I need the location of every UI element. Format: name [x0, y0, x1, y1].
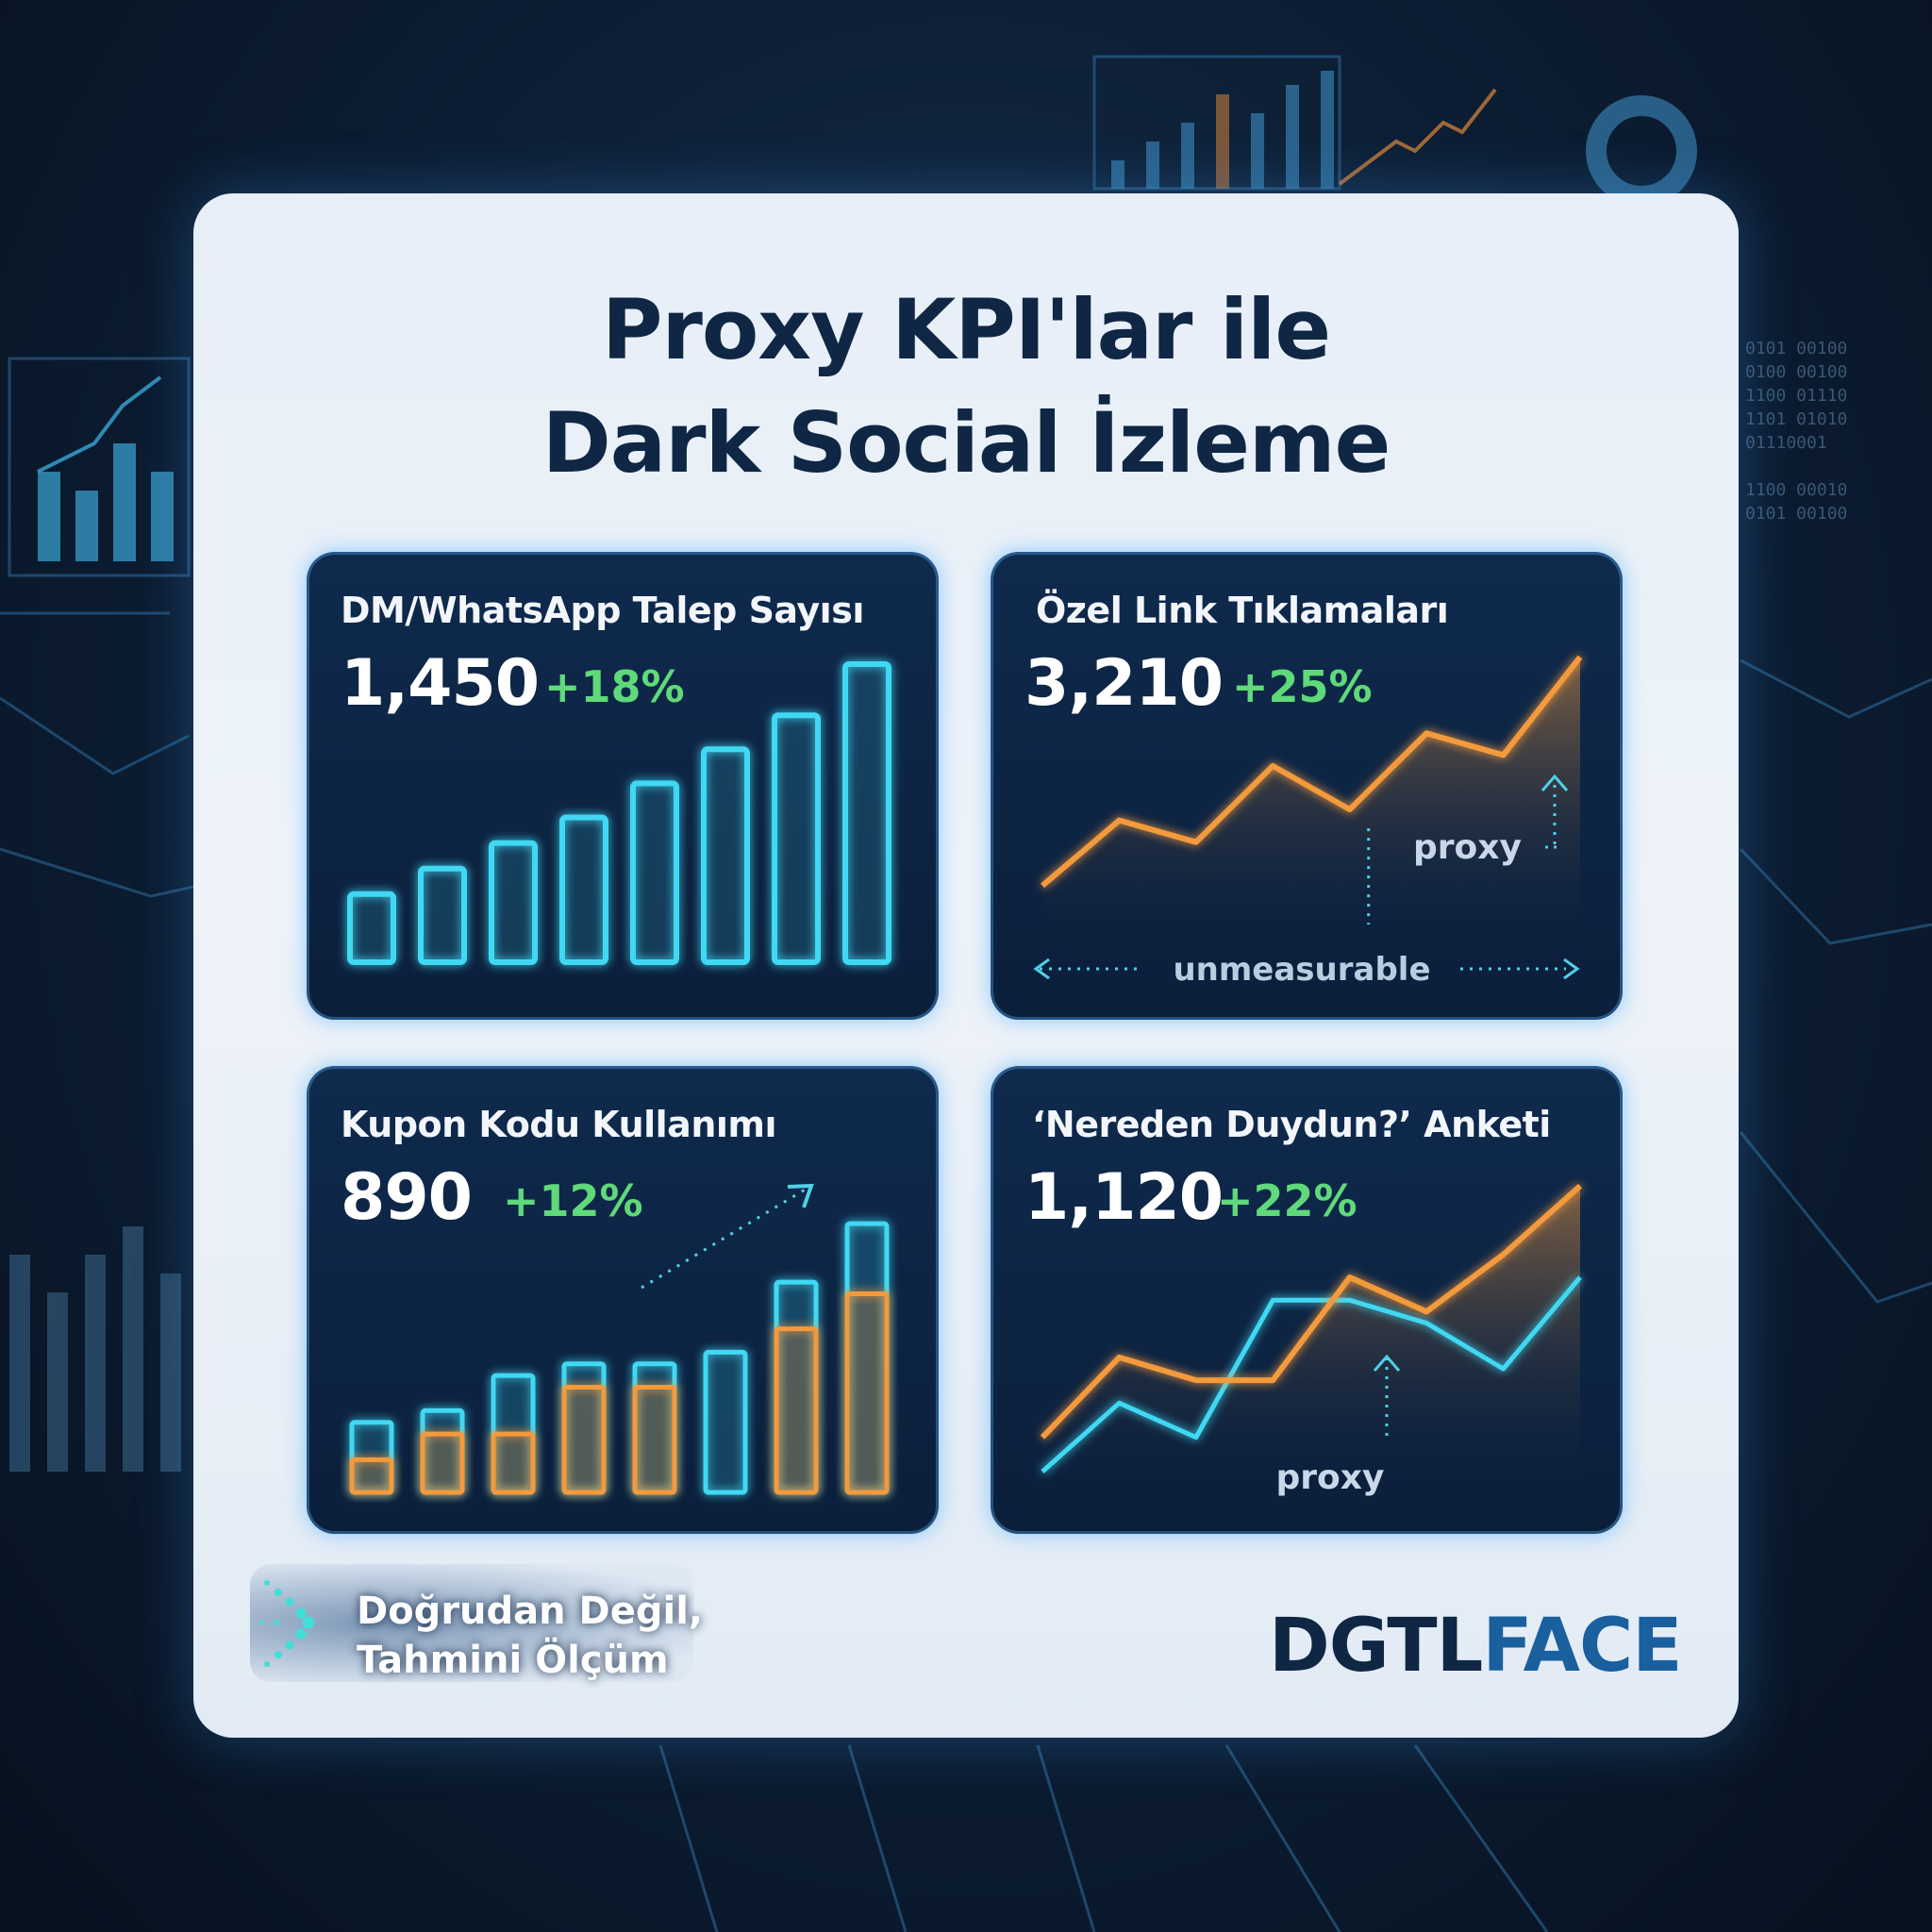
chevron-right-dots-icon [258, 1580, 315, 1667]
logo-part-2: FACE [1482, 1604, 1682, 1689]
kpi-change: +25% [1232, 661, 1373, 712]
svg-text:1100 00010: 1100 00010 [1745, 480, 1847, 500]
bar-series-2 [491, 1431, 536, 1495]
footer-line-2: Tahmini Ölçüm [357, 1639, 669, 1682]
footer-badge [250, 1564, 693, 1682]
series-area [1042, 1186, 1580, 1500]
kpi-change: +22% [1217, 1175, 1357, 1226]
kpi-panel-anket: proxy ‘Nereden Duydun?’ Anketi 1,120 +22… [991, 1066, 1623, 1534]
bar [842, 661, 891, 966]
brand-logo: DGTLFACE [1269, 1604, 1683, 1689]
bg-binary: 0101 00100 0100 00100 1100 01110 1101 01… [1745, 339, 1847, 524]
bar [418, 865, 467, 966]
svg-text:1100 01110: 1100 01110 [1745, 386, 1847, 406]
svg-text:01110001: 01110001 [1745, 433, 1827, 453]
bg-bars-bottom-left [9, 1226, 181, 1472]
page-title: Proxy KPI'lar ile Dark Social İzleme [0, 274, 1932, 500]
panel-title: ‘Nereden Duydun?’ Anketi [1032, 1104, 1551, 1145]
bar-series-2 [420, 1431, 465, 1495]
bar-series-1 [703, 1349, 748, 1495]
kpi-value: 1,450 [341, 646, 540, 721]
chart-ozel-link: proxy unmeasurable [1033, 655, 1583, 989]
kpi-panel-ozel-link: proxy unmeasurable Özel Link Tıklamaları … [991, 552, 1623, 1020]
footer-line-1: Doğrudan Değil, [357, 1590, 704, 1633]
kpi-change: +18% [544, 661, 685, 712]
arrow-left-icon [1033, 958, 1050, 980]
kpi-value: 1,120 [1024, 1160, 1224, 1235]
footer-text: Doğrudan Değil, Tahmini Ölçüm [357, 1587, 703, 1685]
bar-series-2 [632, 1385, 677, 1495]
logo-part-1: DGTL [1269, 1604, 1483, 1689]
bg-circuit-bottom [658, 1744, 1549, 1932]
svg-text:0100 00100: 0100 00100 [1745, 362, 1847, 382]
series-line-orange [1040, 1183, 1582, 1440]
bar-series-2 [349, 1457, 394, 1495]
svg-text:1101 01010: 1101 01010 [1745, 409, 1847, 429]
series-line [1041, 655, 1583, 889]
bar [701, 746, 750, 965]
panel-title: Kupon Kodu Kullanımı [341, 1104, 777, 1145]
bar [559, 814, 608, 965]
arrow-right-icon [1563, 958, 1580, 980]
bg-donut [1586, 95, 1697, 207]
annotation-proxy: proxy [1276, 1458, 1385, 1497]
bg-circuit-right [1739, 658, 1932, 1304]
chart-kupon [349, 1183, 890, 1495]
bar [347, 891, 396, 965]
annotation-proxy: proxy [1413, 828, 1522, 867]
trend-dotted-line [641, 1187, 808, 1290]
arrow-up-icon [1541, 774, 1569, 791]
bar-series-2 [774, 1326, 819, 1495]
arrow-up-right-icon [787, 1183, 814, 1208]
chart-anket: proxy [1040, 1183, 1582, 1500]
annotation-unmeasurable: unmeasurable [1173, 951, 1430, 989]
title-line-2: Dark Social İzleme [541, 394, 1391, 491]
series-area [1042, 657, 1580, 958]
bar [630, 780, 679, 965]
kpi-panel-kupon: Kupon Kodu Kullanımı 890 +12% [307, 1066, 939, 1534]
svg-text:0101 00100: 0101 00100 [1745, 339, 1847, 358]
bar [772, 712, 821, 965]
bg-bars-top [1111, 71, 1334, 189]
chart-dm-whatsapp [347, 661, 891, 966]
bg-circuit-left [0, 696, 194, 898]
bg-trend-top [1338, 88, 1497, 186]
kpi-panel-dm-whatsapp: DM/WhatsApp Talep Sayısı 1,450 +18% [307, 552, 939, 1020]
panel-title: Özel Link Tıklamaları [1036, 590, 1449, 631]
panel-title: DM/WhatsApp Talep Sayısı [341, 590, 864, 631]
bar-series-2 [561, 1385, 607, 1495]
bg-bars-left [38, 443, 174, 561]
bar-series-2 [844, 1291, 890, 1495]
kpi-value: 890 [341, 1160, 473, 1235]
kpi-change: +12% [503, 1175, 643, 1226]
arrow-up-icon [1373, 1354, 1401, 1372]
svg-text:0101 00100: 0101 00100 [1745, 504, 1847, 524]
title-line-1: Proxy KPI'lar ile [601, 281, 1331, 378]
series-line-cyan [1041, 1275, 1582, 1474]
bg-trend-left [37, 375, 162, 474]
bar [489, 840, 538, 965]
bg-panel-left [8, 357, 191, 577]
bg-panel-top [1092, 55, 1341, 191]
kpi-value: 3,210 [1024, 646, 1224, 721]
